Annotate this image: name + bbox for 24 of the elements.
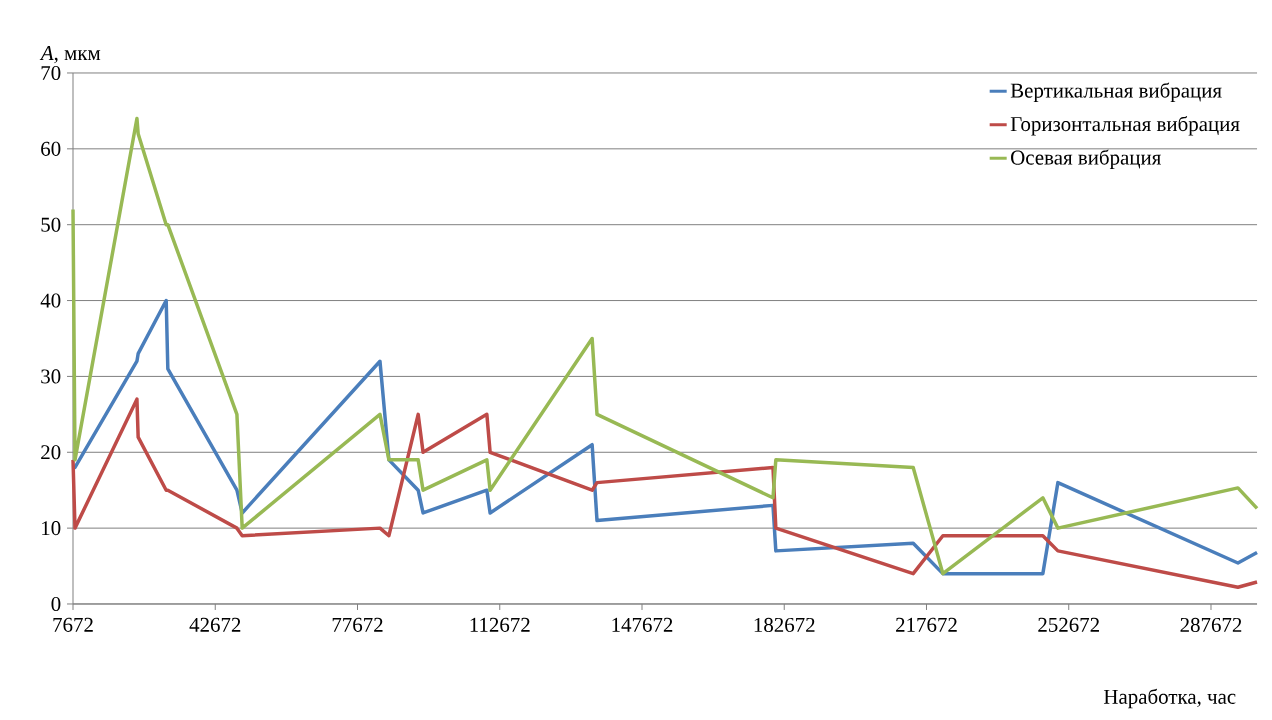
x-axis-title: Наработка, час	[1103, 688, 1236, 709]
y-tick-label: 40	[40, 293, 61, 308]
x-tick-label: 112672	[470, 617, 530, 632]
y-tick-label: 10	[42, 521, 61, 536]
legend-label: Горизонтальная вибрация	[1010, 115, 1240, 136]
y-tick-label: 30	[41, 369, 61, 384]
line-series	[71, 116, 1259, 576]
y-tick-label: 70	[41, 65, 61, 81]
x-tick-label: 77672	[332, 617, 383, 632]
y-tick-label: 50	[41, 217, 61, 232]
x-tick-label: 217672	[896, 617, 957, 632]
x-tick-label: 7672	[53, 617, 93, 632]
y-tick-label: 20	[41, 445, 61, 460]
x-tick-label: 182672	[754, 617, 815, 632]
x-tick-label: 287672	[1180, 617, 1242, 632]
line-series	[71, 397, 1259, 590]
y-tick-label: 0	[51, 596, 61, 612]
legend-label: Вертикальная вибрация	[1010, 82, 1222, 102]
x-tick-label: 42672	[189, 617, 241, 632]
x-tick-label: 252672	[1038, 617, 1099, 632]
legend-label: Осевая вибрация	[1011, 149, 1161, 169]
x-tick-label: 147672	[612, 617, 673, 632]
y-axis-title: A, мкм	[39, 46, 101, 64]
y-tick-label: 60	[41, 141, 61, 156]
